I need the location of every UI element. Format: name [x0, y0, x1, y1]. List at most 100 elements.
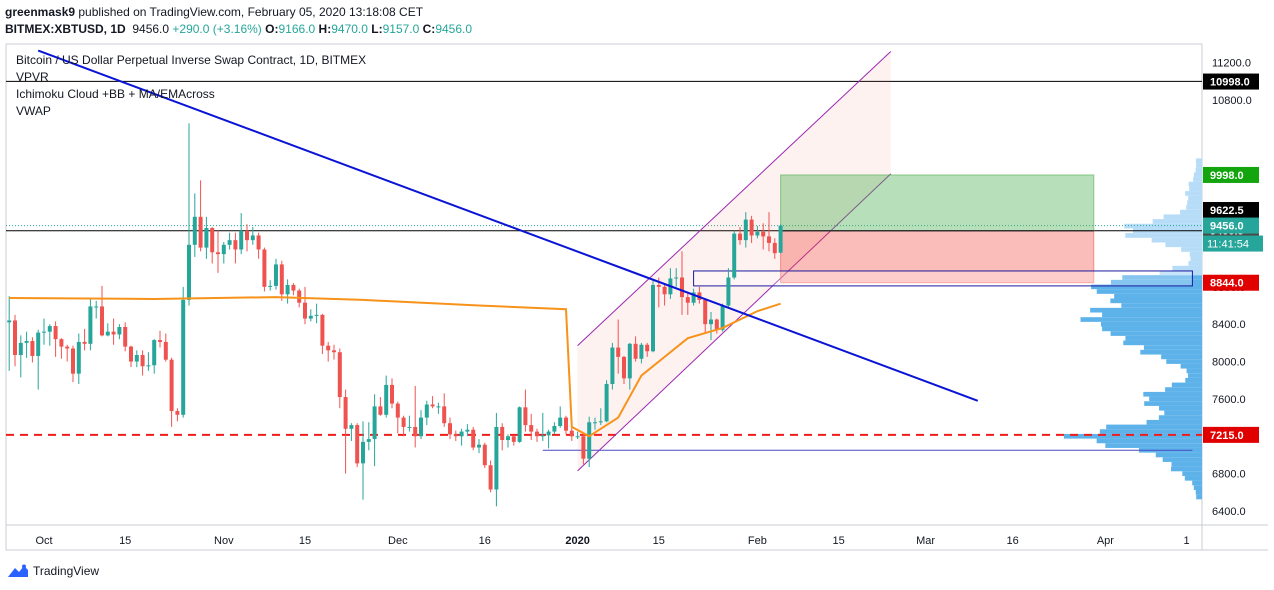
candle-body: [546, 431, 551, 436]
candle-body: [274, 264, 278, 286]
close-value: 9456.0: [435, 22, 473, 36]
candle-body: [233, 240, 238, 250]
candle-body: [337, 352, 342, 398]
volume-profile-bar: [1195, 158, 1202, 164]
volume-profile-bar: [1184, 475, 1202, 481]
price-label-box: [1203, 217, 1259, 234]
candle-body: [210, 227, 215, 253]
candle-body: [610, 347, 615, 384]
indicator-vwap[interactable]: VWAP: [16, 104, 51, 118]
candle-body: [129, 346, 133, 362]
candle-body: [691, 292, 696, 303]
volume-profile-bar: [1186, 205, 1202, 210]
candle-body: [187, 244, 191, 300]
volume-profile-bar: [1110, 279, 1202, 285]
candle-body: [47, 326, 52, 332]
y-tick-label: 6400.0: [1212, 506, 1246, 518]
stop-zone: [780, 230, 1095, 284]
volume-profile-bar: [1123, 340, 1202, 346]
candle-body: [384, 384, 389, 415]
candle-body: [30, 341, 35, 356]
volume-profile-bar: [1196, 494, 1202, 500]
price-label-text: 9456.0: [1210, 221, 1244, 233]
candle-body: [430, 404, 435, 407]
tradingview-brand[interactable]: TradingView: [7, 564, 99, 578]
volume-profile-bar: [1196, 163, 1202, 168]
volume-profile-bar: [1125, 233, 1202, 238]
candle-body: [297, 290, 302, 303]
volume-profile-bar: [1124, 223, 1202, 229]
volume-profile-bar: [1143, 391, 1202, 397]
volume-profile-bar: [1185, 191, 1202, 196]
candle-body: [442, 406, 447, 424]
brand-name: TradingView: [33, 564, 100, 578]
volume-profile-bar: [1166, 359, 1202, 364]
volume-profile-bar: [1140, 349, 1202, 355]
price-label-box: [1203, 73, 1259, 90]
volume-profile-bar: [1149, 396, 1202, 402]
candle-body: [535, 431, 539, 437]
candle-body: [216, 252, 220, 255]
indicator-ichimoku[interactable]: Ichimoku Cloud +BB + MA/EMAcross: [16, 87, 215, 101]
x-tick-label: Dec: [388, 535, 408, 547]
channel-upper-line: [577, 51, 892, 347]
candle-body: [778, 225, 783, 253]
x-tick-label: 15: [832, 535, 844, 547]
candle-body: [303, 302, 307, 319]
candle-body: [767, 236, 771, 243]
volume-profile-bar: [1121, 303, 1202, 308]
volume-profile-bar: [1096, 438, 1202, 444]
candle-body: [424, 404, 429, 418]
candle-body: [169, 359, 174, 412]
volume-profile-bar: [1144, 401, 1202, 406]
candle-body: [256, 235, 261, 250]
volume-profile-bar: [1063, 433, 1202, 439]
candle-body: [204, 227, 209, 248]
countdown-text: 11:41:54: [1207, 239, 1249, 251]
candles: [7, 123, 783, 507]
candle-body: [685, 297, 690, 303]
volume-profile-bar: [1159, 270, 1202, 276]
candle-body: [680, 277, 684, 298]
author-name: greenmask9: [5, 5, 76, 19]
low-value: 9157.0: [382, 22, 420, 36]
volume-profile: [1063, 158, 1202, 500]
candle-body: [482, 444, 487, 466]
candle-body: [477, 444, 481, 448]
candle-body: [76, 341, 81, 374]
candle-body: [714, 319, 719, 330]
candle-body: [448, 423, 452, 435]
candle-body: [42, 331, 46, 333]
last-price: 9456.0: [132, 22, 170, 36]
candle-body: [761, 231, 766, 237]
volume-profile-bar: [1102, 326, 1202, 332]
candle-body: [332, 350, 336, 353]
candle-body: [506, 436, 510, 441]
volume-profile-bar: [1114, 293, 1202, 299]
price-label-text: 9998.0: [1210, 170, 1244, 182]
volume-profile-bar: [1182, 471, 1202, 476]
candle-body: [517, 407, 522, 442]
candle-body: [378, 406, 383, 415]
high-value: 9470.0: [331, 22, 368, 36]
symbol-label: BITMEX:XBTUSD, 1D: [5, 22, 126, 36]
candle-body: [656, 284, 661, 287]
candle-body: [401, 417, 406, 427]
candle-body: [181, 299, 186, 415]
candle-body: [250, 235, 255, 241]
candle-body: [598, 421, 603, 423]
volume-profile-bar: [1106, 424, 1202, 430]
volume-profile-bar: [1155, 452, 1202, 458]
candle-body: [285, 284, 290, 295]
volume-profile-bar: [1080, 317, 1202, 322]
price-label-text: 10998.0: [1210, 77, 1250, 89]
candle-body: [564, 417, 568, 431]
candle-body: [192, 216, 197, 245]
candle-body: [239, 230, 244, 250]
volume-profile-bar: [1146, 419, 1202, 425]
volume-profile-bar: [1186, 368, 1202, 374]
candle-body: [459, 431, 464, 437]
candle-body: [720, 305, 725, 330]
indicator-vpvr[interactable]: VPVR: [16, 70, 49, 84]
